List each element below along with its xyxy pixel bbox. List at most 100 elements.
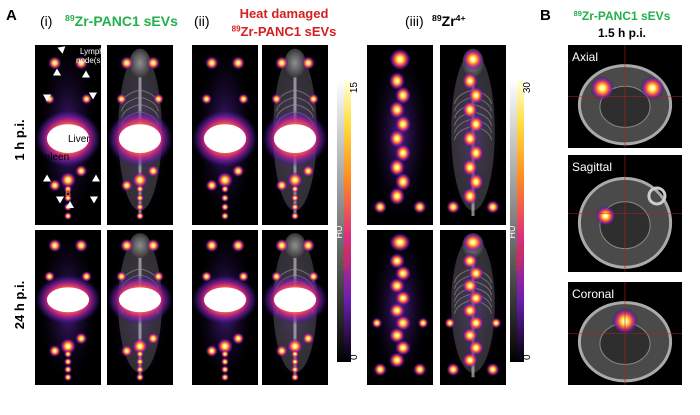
colorbar-unit: HU <box>334 226 344 239</box>
uptake <box>221 194 229 202</box>
uptake <box>301 56 315 70</box>
uptake <box>291 185 299 193</box>
uptake <box>389 129 405 148</box>
uptake <box>74 238 88 253</box>
uptake <box>48 238 62 253</box>
uptake <box>389 187 405 206</box>
annotation: Lymph <box>80 47 104 56</box>
liver <box>46 124 90 153</box>
uptake <box>221 212 229 220</box>
superscript: 89 <box>574 9 582 18</box>
liver <box>273 287 317 313</box>
uptake <box>640 76 665 101</box>
uptake <box>462 233 484 252</box>
uptake <box>275 238 289 253</box>
title: 89Zr-PANC1 sEVs <box>574 9 671 23</box>
uptake <box>395 115 411 134</box>
uptake <box>221 357 229 366</box>
group-number: (ii) <box>194 13 210 29</box>
liver <box>203 124 247 153</box>
superscript: 4+ <box>456 13 466 23</box>
ct-rib <box>121 96 159 112</box>
uptake <box>75 332 88 345</box>
uptake <box>205 179 218 192</box>
annotation: B <box>65 188 71 198</box>
uptake <box>444 317 456 329</box>
uptake <box>287 338 303 355</box>
uptake <box>116 93 127 105</box>
uptake <box>389 100 405 119</box>
uptake <box>217 172 233 188</box>
uptake <box>232 332 245 345</box>
uptake <box>468 265 484 282</box>
uptake <box>486 362 500 377</box>
uptake <box>389 302 405 319</box>
panel-label: A <box>6 7 17 24</box>
annotation: node(s) <box>76 56 103 65</box>
uptake <box>302 165 315 177</box>
uptake <box>389 233 411 252</box>
liver <box>273 124 317 153</box>
uptake <box>146 238 160 253</box>
title-text: Zr-PANC1 sEVs <box>75 13 178 29</box>
uptake <box>64 194 72 202</box>
arrowhead <box>56 196 65 204</box>
superscript: 89 <box>65 13 75 23</box>
uptake <box>389 327 405 344</box>
uptake <box>217 338 233 355</box>
uptake <box>486 200 500 214</box>
uptake <box>136 373 144 382</box>
uptake <box>462 278 478 294</box>
uptake <box>120 238 134 253</box>
uptake <box>120 56 134 70</box>
colorbar-ct <box>337 80 344 362</box>
uptake <box>291 194 299 202</box>
uptake <box>132 338 148 355</box>
uptake <box>201 93 212 105</box>
uptake <box>395 340 411 356</box>
uptake <box>462 327 478 344</box>
colorbar-min: 0 <box>522 354 533 360</box>
uptake <box>231 56 245 70</box>
uptake <box>468 290 484 306</box>
uptake <box>291 357 299 366</box>
uptake <box>490 317 502 329</box>
uptake <box>468 340 484 356</box>
arrowhead <box>53 68 62 76</box>
uptake <box>64 357 72 366</box>
uptake <box>48 344 61 357</box>
uptake <box>221 373 229 382</box>
uptake <box>136 203 144 211</box>
superscript: 89 <box>432 13 442 23</box>
uptake <box>462 253 478 269</box>
uptake <box>153 93 164 105</box>
uptake <box>147 332 160 345</box>
uptake <box>389 352 405 368</box>
colorbar-ct <box>510 80 517 362</box>
uptake <box>395 265 411 282</box>
uptake <box>275 56 289 70</box>
uptake <box>238 93 249 105</box>
uptake <box>205 344 218 357</box>
title-line: Heat damaged <box>240 6 329 21</box>
uptake <box>291 212 299 220</box>
uptake <box>275 179 288 192</box>
ct-skull <box>284 48 306 78</box>
uptake <box>308 93 319 105</box>
ct-bone <box>647 186 667 206</box>
uptake <box>291 350 299 358</box>
uptake <box>373 200 387 214</box>
uptake <box>120 179 133 192</box>
uptake <box>48 179 61 192</box>
panel-label: B <box>540 7 551 24</box>
liver <box>203 287 247 313</box>
uptake <box>64 350 72 358</box>
title: 89Zr-PANC1 sEVs <box>232 24 337 39</box>
colorbar-unit: %ID/g <box>341 246 351 271</box>
uptake <box>81 271 92 282</box>
uptake <box>271 93 282 105</box>
liver <box>118 124 162 153</box>
uptake <box>146 56 160 70</box>
uptake <box>136 212 144 220</box>
uptake <box>446 362 460 377</box>
